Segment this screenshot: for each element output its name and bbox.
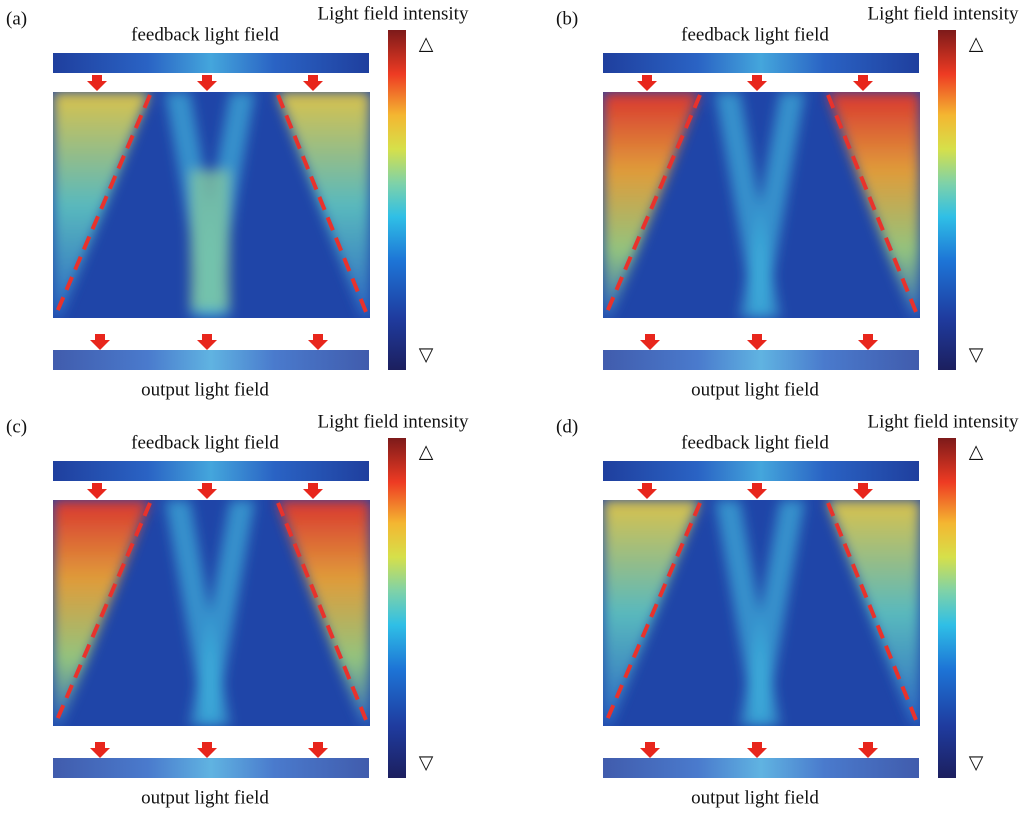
colorbar-high: △ xyxy=(969,441,984,462)
guide-left xyxy=(55,502,152,721)
center-right xyxy=(190,500,255,726)
colorbar-high: △ xyxy=(419,441,434,462)
colorbar-title: Light field intensity xyxy=(318,411,469,432)
panel-label: (c) xyxy=(6,416,27,437)
arrow xyxy=(853,75,873,91)
output-bar xyxy=(603,758,919,778)
colorbar-title: Light field intensity xyxy=(318,3,469,24)
panel-label: (a) xyxy=(6,8,27,29)
guide-right xyxy=(276,502,368,721)
guide-left xyxy=(55,94,152,313)
arrow xyxy=(858,334,878,350)
colorbar xyxy=(938,438,956,778)
feedback-bar xyxy=(603,53,919,73)
panel: (c) feedback light field Light field inten… xyxy=(6,411,469,808)
center-right xyxy=(740,92,805,318)
panel-label: (b) xyxy=(556,8,578,29)
guide-right xyxy=(276,94,368,313)
colorbar xyxy=(388,30,406,370)
arrow xyxy=(747,483,767,499)
output-bar xyxy=(53,350,369,370)
arrow xyxy=(858,742,878,758)
arrow xyxy=(747,742,767,758)
arrow xyxy=(308,742,328,758)
heatmap xyxy=(603,92,920,318)
arrow xyxy=(637,483,657,499)
arrow xyxy=(853,483,873,499)
colorbar-title: Light field intensity xyxy=(868,3,1019,24)
colorbar-low: ▽ xyxy=(419,752,434,773)
colorbar-low: ▽ xyxy=(969,752,984,773)
arrow xyxy=(90,742,110,758)
arrow xyxy=(197,334,217,350)
arrow xyxy=(640,334,660,350)
feedback-bar xyxy=(53,461,369,481)
panel-label: (d) xyxy=(556,416,578,437)
center-right xyxy=(740,500,805,726)
panel: (a) feedback light field Light field inten… xyxy=(6,3,469,400)
guide-right xyxy=(826,94,918,313)
guide-left xyxy=(605,94,702,313)
arrow xyxy=(197,75,217,91)
feedback-title: feedback light field xyxy=(681,24,829,45)
feedback-bar xyxy=(53,53,369,73)
output-title: output light field xyxy=(691,379,819,400)
panel: (d) feedback light field Light field inten… xyxy=(556,411,1019,808)
arrow xyxy=(87,75,107,91)
arrow xyxy=(87,483,107,499)
colorbar-title: Light field intensity xyxy=(868,411,1019,432)
arrow xyxy=(197,483,217,499)
feedback-title: feedback light field xyxy=(131,432,279,453)
colorbar xyxy=(938,30,956,370)
arrow xyxy=(303,75,323,91)
output-title: output light field xyxy=(141,787,269,808)
center-core xyxy=(190,170,230,310)
feedback-title: feedback light field xyxy=(681,432,829,453)
panel: (b) feedback light field Light field inten… xyxy=(556,3,1019,400)
output-bar xyxy=(53,758,369,778)
arrow xyxy=(747,75,767,91)
arrow xyxy=(197,742,217,758)
colorbar-high: △ xyxy=(419,33,434,54)
arrow xyxy=(303,483,323,499)
arrow xyxy=(747,334,767,350)
feedback-bar xyxy=(603,461,919,481)
colorbar xyxy=(388,438,406,778)
output-title: output light field xyxy=(141,379,269,400)
arrow xyxy=(640,742,660,758)
feedback-title: feedback light field xyxy=(131,24,279,45)
colorbar-high: △ xyxy=(969,33,984,54)
colorbar-low: ▽ xyxy=(969,344,984,365)
output-title: output light field xyxy=(691,787,819,808)
output-bar xyxy=(603,350,919,370)
arrow xyxy=(308,334,328,350)
guide-right xyxy=(826,502,918,721)
guide-left xyxy=(605,502,702,721)
arrow xyxy=(90,334,110,350)
colorbar-low: ▽ xyxy=(419,344,434,365)
arrow xyxy=(637,75,657,91)
